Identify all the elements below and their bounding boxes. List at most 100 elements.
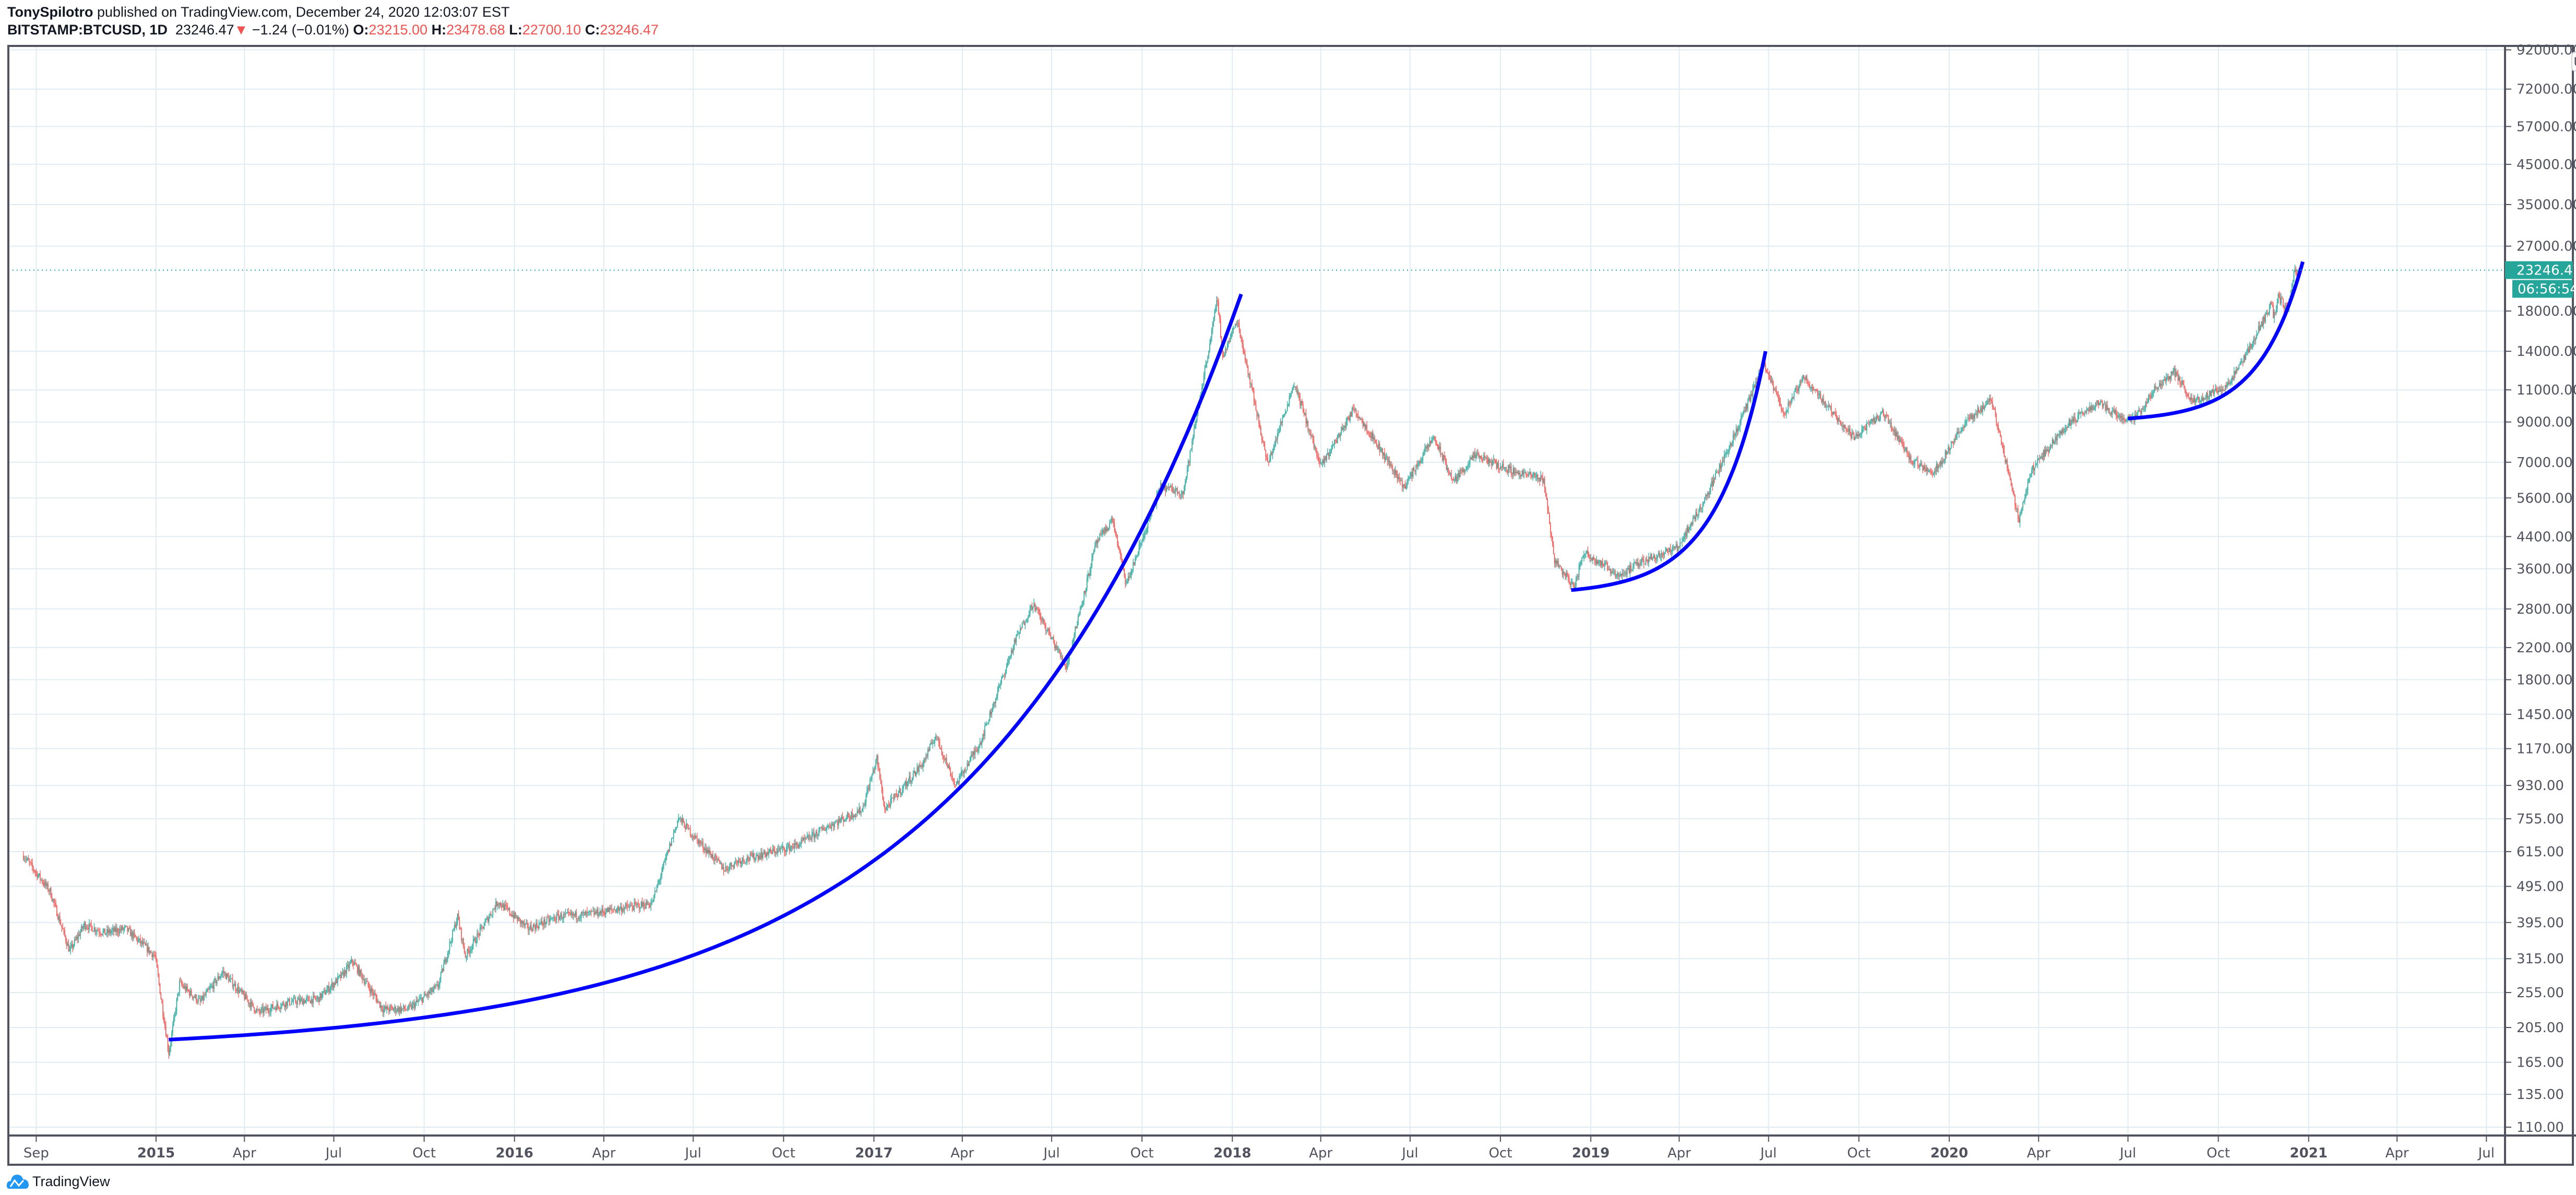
candle-body: [2198, 396, 2199, 402]
candle-body: [1629, 565, 1631, 573]
author-name[interactable]: TonySpilotro: [7, 4, 93, 20]
candle-body: [44, 881, 46, 886]
candle-body: [912, 778, 913, 781]
candle-body: [120, 928, 122, 930]
candle-body: [505, 904, 506, 906]
candle-body: [576, 912, 577, 919]
candle-body: [1024, 622, 1026, 625]
candle-body: [1399, 477, 1400, 480]
candle-body: [2192, 400, 2193, 403]
candle-body: [79, 934, 80, 936]
candle-body: [559, 917, 560, 920]
candle-body: [303, 1000, 304, 1005]
candle-body: [325, 993, 327, 995]
candle-body: [448, 950, 449, 953]
tradingview-logo[interactable]: TradingView: [6, 1173, 110, 1190]
candle-body: [1853, 434, 1855, 440]
candle-body: [831, 824, 832, 829]
candle-body: [1646, 559, 1648, 560]
candle-body: [795, 843, 796, 845]
candle-body: [776, 852, 778, 853]
candle-body: [140, 938, 141, 943]
publish-text: published on TradingView.com, December 2…: [97, 4, 510, 20]
candle-body: [361, 970, 362, 974]
candle-body: [2115, 410, 2116, 413]
candle-body: [29, 861, 30, 862]
candle-body: [1910, 456, 1912, 461]
candle-body: [894, 794, 895, 799]
candle-body: [961, 771, 962, 776]
candle-body: [913, 773, 914, 778]
candle-body: [1731, 443, 1732, 446]
candle-body: [1710, 484, 1711, 492]
candle-body: [1866, 423, 1867, 431]
candle-body: [723, 867, 724, 871]
candle-body: [763, 850, 765, 854]
candle-body: [589, 911, 590, 912]
candle-body: [1245, 354, 1246, 360]
candle-body: [172, 1025, 173, 1033]
candle-body: [984, 725, 985, 736]
candle-body: [210, 986, 212, 988]
candle-body: [841, 817, 842, 820]
candle-body: [1603, 566, 1604, 567]
candle-body: [362, 974, 363, 979]
candle-body: [168, 1048, 170, 1055]
candle-body: [304, 1000, 305, 1003]
candle-body: [1927, 468, 1928, 472]
candle-body: [1246, 362, 1248, 366]
candle-body: [1248, 374, 1250, 375]
candle-body: [2053, 439, 2054, 444]
candle-body: [2170, 371, 2172, 380]
candle-body: [2175, 372, 2177, 377]
curve-drawing-1[interactable]: [169, 293, 1243, 1042]
candle-body: [565, 913, 566, 915]
candle-body: [1675, 546, 1676, 549]
candle-body: [1617, 573, 1618, 576]
candle-body: [1450, 473, 1451, 474]
candle-body: [1985, 404, 1986, 407]
candle-body: [175, 1011, 176, 1013]
candle-body: [2020, 512, 2022, 514]
candle-body: [827, 826, 828, 828]
candle-body: [1708, 493, 1709, 495]
candle-body: [1891, 422, 1892, 429]
candle-body: [265, 1007, 266, 1009]
time-tick-label: 2017: [855, 1145, 892, 1161]
candle-body: [497, 904, 498, 906]
candle-body: [1082, 601, 1084, 603]
candle-body: [1304, 413, 1306, 415]
candle-body: [1128, 576, 1130, 578]
candle-body: [788, 844, 789, 846]
candle-body: [1124, 568, 1125, 577]
last-price-tag: [2505, 261, 2573, 279]
currency-badge[interactable]: USD: [2571, 52, 2576, 71]
candle-body: [2000, 432, 2001, 437]
candle-body: [2148, 395, 2149, 402]
candle-body: [1747, 399, 1749, 409]
price-tick-label: 5600.00: [2517, 491, 2573, 506]
candle-body: [1498, 462, 1499, 469]
candle-body: [1294, 386, 1295, 387]
candle-body: [190, 990, 192, 996]
candle-body: [681, 818, 682, 822]
candle-body: [901, 792, 902, 794]
candle-body: [440, 972, 442, 979]
candle-body: [605, 912, 606, 915]
time-tick-label: Sep: [23, 1145, 49, 1161]
candle-body: [107, 929, 109, 933]
candle-body: [462, 938, 463, 940]
candle-body: [1584, 554, 1585, 555]
candle-body: [1633, 563, 1635, 566]
candle-body: [2112, 411, 2113, 415]
candle-body: [58, 916, 59, 919]
curve-drawing-2[interactable]: [1571, 351, 1768, 592]
candle-body: [1664, 552, 1665, 556]
candle-body: [73, 945, 74, 948]
candle-body: [1569, 584, 1571, 585]
candle-body: [1924, 465, 1925, 469]
curve-drawing-3[interactable]: [2128, 261, 2305, 421]
candle-body: [1955, 436, 1957, 440]
candle-body: [1414, 470, 1416, 472]
